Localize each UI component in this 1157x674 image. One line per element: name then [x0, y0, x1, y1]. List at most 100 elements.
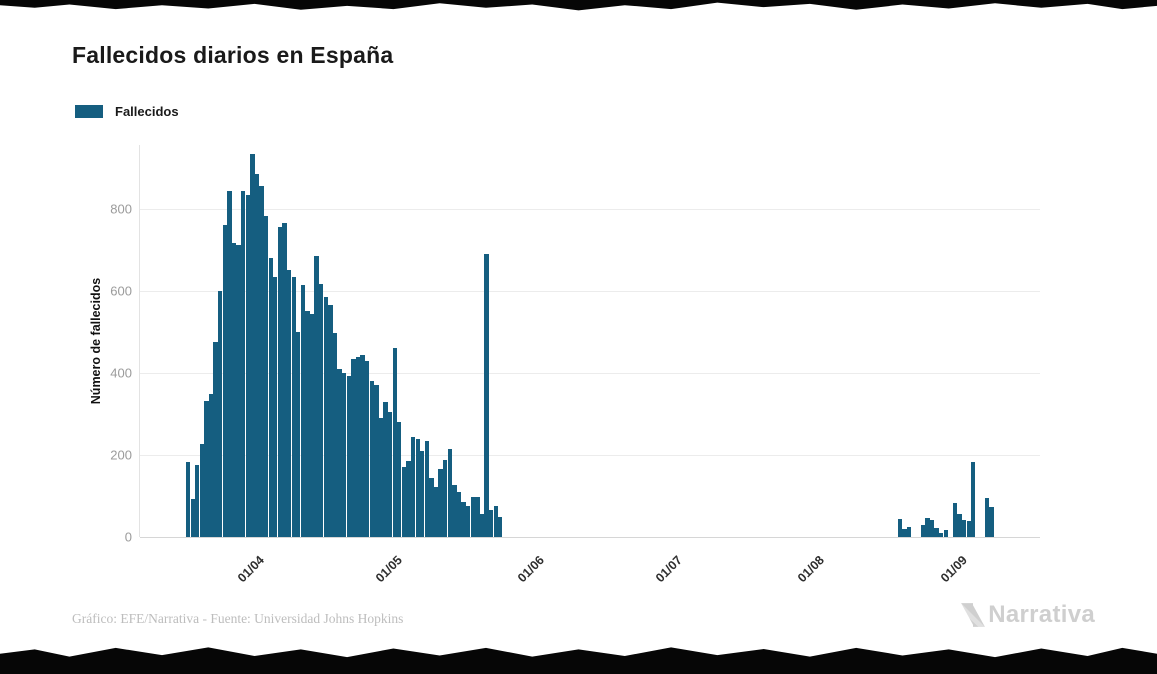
- bar[interactable]: [943, 530, 948, 537]
- bar[interactable]: [314, 256, 319, 537]
- bar[interactable]: [190, 499, 195, 537]
- torn-edge-bottom: [0, 647, 1157, 674]
- bar[interactable]: [208, 394, 214, 537]
- bar[interactable]: [263, 215, 269, 537]
- y-tick-label-400: 400: [110, 365, 132, 381]
- bar[interactable]: [383, 401, 388, 537]
- bar[interactable]: [902, 528, 907, 537]
- bar[interactable]: [268, 258, 273, 537]
- bar[interactable]: [961, 520, 967, 537]
- bar[interactable]: [466, 506, 471, 537]
- bar[interactable]: [259, 186, 264, 537]
- y-tick-label-600: 600: [110, 283, 132, 299]
- bar[interactable]: [420, 450, 425, 537]
- bar[interactable]: [300, 284, 306, 537]
- bar[interactable]: [438, 469, 443, 537]
- bar[interactable]: [374, 385, 379, 537]
- bar[interactable]: [351, 358, 356, 537]
- bar[interactable]: [241, 190, 246, 537]
- bar[interactable]: [934, 527, 939, 537]
- bar[interactable]: [906, 526, 912, 537]
- y-tick-label-0: 0: [124, 529, 132, 545]
- bar[interactable]: [332, 333, 338, 537]
- bar[interactable]: [392, 348, 397, 537]
- bar[interactable]: [484, 254, 489, 537]
- narrativa-logo-text: Narrativa: [988, 601, 1095, 628]
- bar[interactable]: [365, 360, 370, 537]
- bar[interactable]: [245, 195, 250, 537]
- bar[interactable]: [498, 517, 503, 537]
- bar[interactable]: [920, 524, 925, 537]
- bar[interactable]: [470, 496, 475, 537]
- bar[interactable]: [360, 354, 365, 537]
- bar[interactable]: [378, 418, 384, 537]
- bar[interactable]: [222, 225, 227, 537]
- bar[interactable]: [277, 227, 283, 537]
- legend-item-fallecidos[interactable]: Fallecidos: [75, 104, 179, 119]
- bar[interactable]: [337, 368, 342, 537]
- bar[interactable]: [429, 478, 434, 537]
- bar[interactable]: [925, 517, 930, 537]
- bar[interactable]: [282, 223, 287, 537]
- bar[interactable]: [286, 270, 292, 537]
- x-tick-label-01-09: 01/09: [937, 553, 970, 586]
- bar[interactable]: [415, 438, 420, 537]
- bar[interactable]: [929, 519, 935, 537]
- bar[interactable]: [989, 506, 994, 537]
- bar[interactable]: [479, 514, 485, 537]
- bar[interactable]: [204, 400, 209, 537]
- bar[interactable]: [971, 462, 976, 537]
- bar[interactable]: [957, 514, 962, 537]
- bar[interactable]: [475, 497, 480, 537]
- x-tick-label-01-05: 01/05: [372, 553, 405, 586]
- x-tick-label-01-08: 01/08: [795, 553, 828, 586]
- y-tick-label-200: 200: [110, 447, 132, 463]
- bar[interactable]: [227, 190, 232, 537]
- bar[interactable]: [319, 283, 324, 537]
- bar[interactable]: [250, 153, 255, 537]
- bar[interactable]: [296, 331, 301, 537]
- bar[interactable]: [346, 376, 351, 537]
- bar[interactable]: [185, 462, 191, 537]
- bar[interactable]: [397, 422, 402, 537]
- bar[interactable]: [401, 467, 407, 537]
- bar[interactable]: [213, 342, 218, 537]
- bar[interactable]: [897, 518, 902, 537]
- bar[interactable]: [254, 174, 260, 537]
- bar[interactable]: [309, 313, 315, 537]
- bar[interactable]: [236, 245, 241, 537]
- bar[interactable]: [218, 290, 223, 537]
- bar[interactable]: [410, 436, 416, 537]
- bar[interactable]: [433, 486, 439, 537]
- bar[interactable]: [456, 491, 462, 537]
- bar[interactable]: [291, 277, 296, 537]
- bar[interactable]: [966, 520, 971, 537]
- bar[interactable]: [952, 502, 958, 537]
- bar[interactable]: [369, 381, 374, 537]
- bar[interactable]: [406, 461, 411, 537]
- bar[interactable]: [488, 510, 494, 537]
- x-axis-labels: 01/04 01/05 01/06 01/07 01/08 01/09: [140, 537, 1040, 597]
- bar[interactable]: [195, 465, 200, 537]
- legend-label: Fallecidos: [115, 104, 179, 119]
- bar[interactable]: [273, 276, 278, 537]
- bar[interactable]: [323, 297, 328, 537]
- bar[interactable]: [443, 459, 448, 537]
- bar[interactable]: [493, 506, 498, 537]
- footer-credit: Gráfico: EFE/Narrativa - Fuente: Univers…: [72, 611, 404, 626]
- bar[interactable]: [328, 305, 333, 537]
- bar[interactable]: [461, 502, 466, 537]
- bar[interactable]: [305, 311, 310, 537]
- bar[interactable]: [447, 448, 452, 537]
- bar[interactable]: [387, 411, 393, 537]
- bar[interactable]: [231, 242, 237, 537]
- bar[interactable]: [355, 356, 361, 537]
- bar[interactable]: [199, 443, 205, 537]
- bar[interactable]: [938, 532, 944, 537]
- x-tick-label-01-07: 01/07: [652, 553, 685, 586]
- bar[interactable]: [424, 440, 430, 537]
- bar[interactable]: [984, 498, 990, 537]
- bar[interactable]: [342, 372, 347, 537]
- bar[interactable]: [452, 484, 457, 537]
